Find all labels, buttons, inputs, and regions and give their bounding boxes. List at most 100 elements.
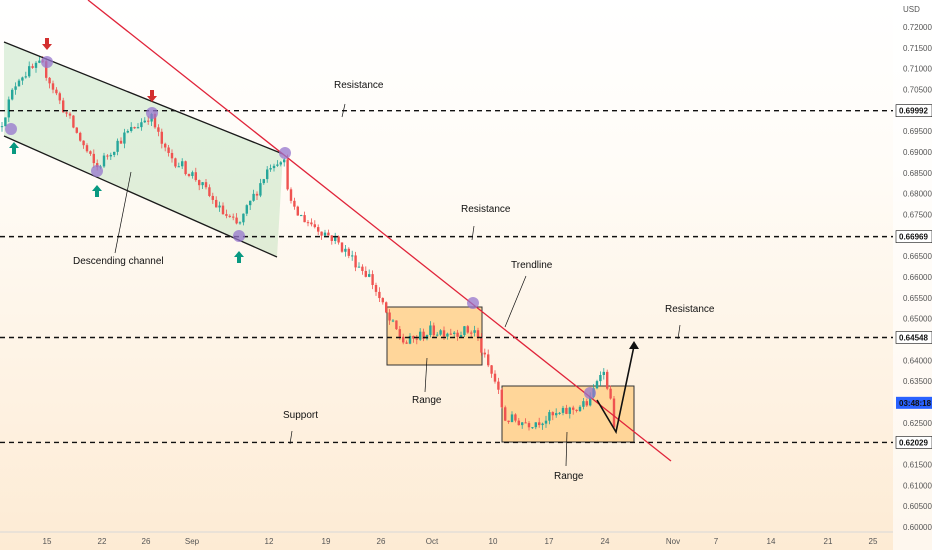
y-tick-7: 0.68500	[903, 169, 932, 178]
candle-body-162	[551, 412, 554, 416]
candle-body-84	[286, 159, 289, 190]
y-tick-17: 0.63500	[903, 377, 932, 386]
candle-body-154	[524, 422, 527, 424]
candle-body-138	[470, 332, 473, 334]
candle-body-99	[337, 236, 340, 243]
candle-body-113	[385, 302, 388, 313]
candle-body-98	[334, 236, 337, 241]
candle-body-81	[276, 164, 279, 166]
candle-body-7	[24, 76, 27, 78]
candle-body-151	[514, 414, 517, 421]
candle-body-103	[351, 255, 354, 257]
candle-body-50	[170, 152, 174, 159]
candle-body-164	[558, 412, 561, 414]
candle-body-23	[79, 132, 82, 141]
x-tick-6: 26	[377, 537, 386, 546]
candle-body-143	[487, 354, 490, 366]
x-tick-0: 15	[43, 537, 52, 546]
candle-body-106	[361, 266, 364, 271]
y-tick-14: 0.65000	[903, 315, 932, 324]
candle-body-117	[398, 329, 401, 337]
candle-body-31	[106, 155, 109, 157]
candle-body-39	[133, 127, 136, 129]
touch-marker-4	[146, 107, 158, 119]
y-tick-9: 0.67500	[903, 211, 932, 220]
candle-body-94	[320, 231, 323, 236]
candle-body-167	[568, 407, 571, 414]
candle-body-19	[65, 112, 68, 114]
candle-body-104	[354, 255, 357, 268]
candle-body-83	[283, 159, 286, 163]
level-tag-text-1: 0.69992	[899, 107, 928, 116]
candle-body-14	[48, 77, 51, 84]
currency-label: USD	[903, 5, 920, 14]
down-arrow-1	[42, 38, 52, 50]
current-price-text: 03:48:18	[899, 399, 932, 408]
level-tag-1	[895, 104, 932, 117]
candle-body-6	[21, 77, 24, 81]
y-tick-19: 0.62500	[903, 419, 932, 428]
support-label: Support	[283, 410, 318, 421]
trendline-pointer	[504, 275, 527, 328]
candle-body-25	[85, 145, 89, 152]
candle-body-132	[449, 333, 452, 335]
candle-body-66	[225, 214, 228, 216]
y-axis-bg	[893, 0, 932, 550]
candle-body-1	[4, 117, 7, 127]
y-tick-12: 0.66000	[903, 273, 932, 282]
candle-body-37	[126, 130, 129, 133]
candle-body-131	[446, 333, 449, 337]
candle-body-93	[317, 227, 320, 232]
y-tick-5: 0.69500	[903, 127, 932, 136]
touch-marker-8	[584, 387, 596, 399]
candle-body-173	[589, 397, 592, 406]
candle-body-180	[612, 398, 616, 428]
candle-body-86	[293, 200, 296, 207]
candle-body-49	[167, 147, 170, 153]
candle-body-177	[602, 371, 605, 376]
candle-body-80	[272, 165, 276, 169]
x-tick-14: 21	[824, 537, 833, 546]
candle-body-120	[408, 335, 412, 344]
candle-body-100	[340, 242, 344, 252]
y-tick-13: 0.65500	[903, 294, 932, 303]
y-tick-6: 0.69000	[903, 148, 932, 157]
candle-body-72	[245, 205, 248, 214]
candle-body-85	[289, 189, 293, 201]
candle-body-78	[266, 169, 269, 180]
candle-body-41	[140, 122, 143, 128]
y-tick-22: 0.61000	[903, 481, 932, 490]
candle-body-133	[453, 332, 456, 334]
trendline	[87, 0, 672, 462]
candle-body-171	[582, 401, 585, 407]
candle-body-8	[28, 66, 31, 77]
x-tick-8: 10	[489, 537, 498, 546]
projection-path	[596, 345, 635, 435]
candle-body-63	[215, 199, 218, 208]
candle-body-114	[388, 312, 391, 321]
candle-body-76	[259, 183, 262, 196]
candle-body-75	[255, 193, 259, 196]
candle-body-92	[313, 224, 316, 228]
candle-body-62	[211, 195, 214, 200]
candle-body-13	[45, 61, 48, 78]
candle-body-47	[160, 131, 163, 144]
candle-body-70	[238, 222, 242, 224]
up-arrow-2	[92, 185, 102, 197]
candle-body-161	[548, 412, 551, 421]
candle-body-91	[310, 222, 313, 225]
candle-body-145	[493, 373, 497, 382]
x-tick-3: Sep	[185, 537, 200, 546]
candle-body-163	[555, 413, 558, 416]
candle-body-0	[0, 126, 4, 128]
candle-body-89	[303, 215, 306, 223]
candle-body-141	[480, 337, 483, 353]
candle-body-148	[504, 407, 507, 421]
trendline-label: Trendline	[511, 260, 553, 271]
candle-body-140	[476, 330, 480, 338]
candle-body-111	[378, 291, 381, 299]
candle-body-124	[422, 331, 425, 339]
candle-body-77	[262, 179, 265, 184]
candle-body-59	[201, 182, 204, 186]
